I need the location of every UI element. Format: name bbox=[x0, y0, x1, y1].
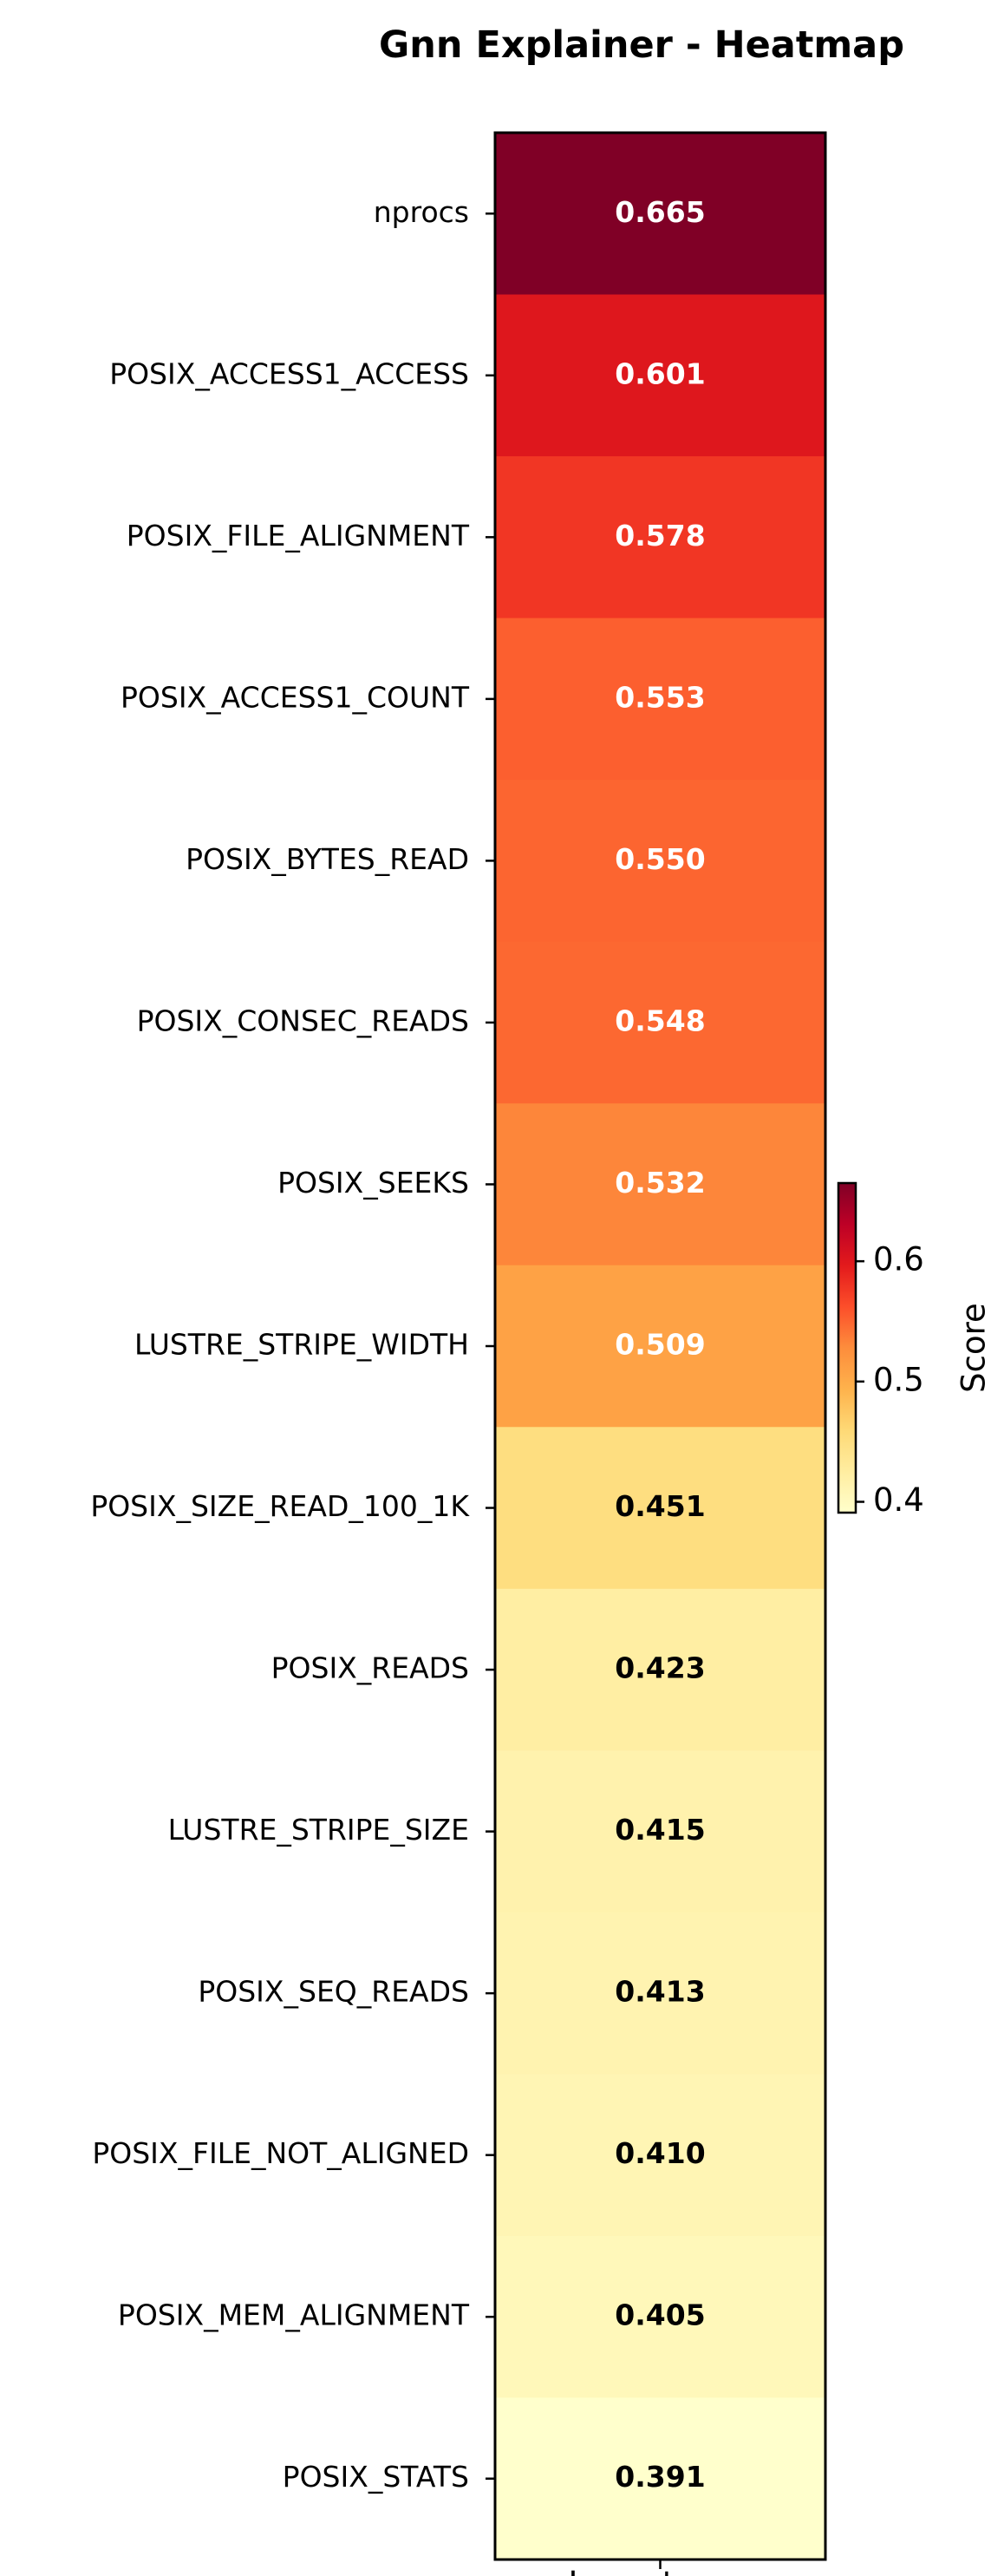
row-label: POSIX_BYTES_READ bbox=[186, 842, 469, 876]
heatmap-cell bbox=[495, 780, 825, 943]
heatmap-cell bbox=[495, 1103, 825, 1266]
row-label: POSIX_MEM_ALIGNMENT bbox=[118, 2298, 470, 2332]
row-label: POSIX_ACCESS1_ACCESS bbox=[109, 356, 469, 390]
row-label: POSIX_ACCESS1_COUNT bbox=[121, 680, 470, 714]
heatmap-cell bbox=[495, 2397, 825, 2560]
chart-title: Gnn Explainer - Heatmap bbox=[379, 23, 904, 67]
row-label: POSIX_READS bbox=[271, 1651, 469, 1685]
row-label: POSIX_CONSEC_READS bbox=[137, 1004, 469, 1037]
cell-value-label: 0.413 bbox=[615, 1975, 705, 2009]
heatmap-cell bbox=[495, 1265, 825, 1428]
cell-value-label: 0.532 bbox=[615, 1166, 705, 1200]
colorbar-tick-label: 0.6 bbox=[873, 1241, 924, 1278]
cell-value-labels: 0.665 0.601 0.578 0.553 0.550 0.548 0.532 0.509… bbox=[615, 195, 705, 2494]
heatmap-cell bbox=[495, 1750, 825, 1913]
x-axis-label: Importance bbox=[568, 2565, 752, 2576]
row-label: POSIX_FILE_ALIGNMENT bbox=[127, 519, 470, 552]
colorbar-ticks: 0.4 0.5 0.6 bbox=[856, 1241, 924, 1519]
cell-value-label: 0.410 bbox=[615, 2136, 705, 2170]
cell-value-label: 0.550 bbox=[615, 842, 705, 876]
heatmap-cell bbox=[495, 294, 825, 457]
row-label: POSIX_SEEKS bbox=[277, 1166, 469, 1200]
cell-value-label: 0.553 bbox=[615, 680, 705, 714]
row-labels: nprocs POSIX_ACCESS1_ACCESS POSIX_FILE_ALI… bbox=[90, 195, 495, 2494]
cell-value-label: 0.665 bbox=[615, 195, 705, 229]
colorbar-frame bbox=[837, 1181, 857, 1514]
cell-value-label: 0.451 bbox=[615, 1489, 705, 1523]
heatmap-cell bbox=[495, 1427, 825, 1590]
heatmap-cell bbox=[495, 1912, 825, 2075]
heatmap-cells bbox=[495, 133, 825, 2560]
cell-value-label: 0.509 bbox=[615, 1328, 705, 1362]
heatmap-cell bbox=[495, 133, 825, 296]
cell-value-label: 0.578 bbox=[615, 519, 705, 552]
colorbar-tick-label: 0.5 bbox=[873, 1361, 924, 1398]
row-label: LUSTRE_STRIPE_WIDTH bbox=[134, 1328, 469, 1362]
row-label: POSIX_STATS bbox=[283, 2460, 469, 2494]
cell-value-label: 0.548 bbox=[615, 1004, 705, 1037]
cell-value-label: 0.423 bbox=[615, 1651, 705, 1685]
heatmap-cell bbox=[495, 941, 825, 1104]
cell-value-label: 0.601 bbox=[615, 356, 705, 390]
cell-value-label: 0.415 bbox=[615, 1813, 705, 1847]
heatmap-cell bbox=[495, 618, 825, 781]
heatmap-cell bbox=[495, 456, 825, 619]
cell-value-label: 0.405 bbox=[615, 2298, 705, 2332]
colorbar bbox=[838, 1183, 856, 1513]
heatmap-cell bbox=[495, 2235, 825, 2399]
heatmap-cell bbox=[495, 1588, 825, 1751]
row-label: POSIX_SEQ_READS bbox=[198, 1975, 469, 2009]
colorbar-label: Score bbox=[955, 1303, 991, 1393]
heatmap-cell bbox=[495, 2074, 825, 2237]
row-label: LUSTRE_STRIPE_SIZE bbox=[168, 1813, 469, 1847]
row-label: nprocs bbox=[374, 195, 469, 229]
colorbar-tick-label: 0.4 bbox=[873, 1481, 924, 1519]
cell-value-label: 0.391 bbox=[615, 2460, 705, 2494]
row-label: POSIX_FILE_NOT_ALIGNED bbox=[92, 2136, 469, 2170]
row-label: POSIX_SIZE_READ_100_1K bbox=[90, 1489, 470, 1523]
